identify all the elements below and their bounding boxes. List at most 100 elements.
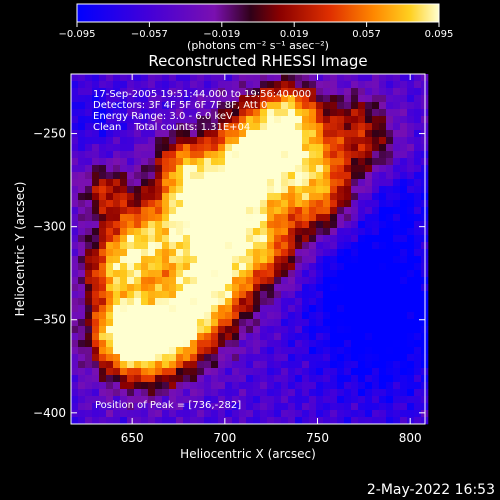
heatmap-cell: [155, 228, 163, 236]
heatmap-cell: [190, 270, 198, 278]
heatmap-cell: [372, 403, 380, 411]
heatmap-cell: [92, 340, 100, 348]
heatmap-cell: [330, 368, 338, 376]
heatmap-cell: [141, 151, 149, 159]
heatmap-cell: [113, 95, 121, 103]
heatmap-cell: [113, 193, 121, 201]
heatmap-cell: [232, 319, 240, 327]
heatmap-cell: [344, 144, 352, 152]
heatmap-cell: [127, 256, 135, 264]
heatmap-cell: [78, 109, 86, 117]
heatmap-cell: [78, 326, 86, 334]
heatmap-cell: [218, 130, 226, 138]
heatmap-cell: [393, 109, 401, 117]
heatmap-cell: [400, 375, 408, 383]
heatmap-cell: [141, 249, 149, 257]
heatmap-cell: [78, 137, 86, 145]
heatmap-cell: [183, 228, 191, 236]
heatmap-cell: [120, 389, 128, 397]
heatmap-cell: [141, 333, 149, 341]
heatmap-cell: [106, 326, 114, 334]
heatmap-cell: [176, 333, 184, 341]
heatmap-cell: [113, 382, 121, 390]
heatmap-cell: [246, 193, 254, 201]
heatmap-cell: [232, 88, 240, 96]
heatmap-cell: [204, 319, 212, 327]
heatmap-cell: [127, 137, 135, 145]
heatmap-cell: [302, 116, 310, 124]
heatmap-cell: [92, 109, 100, 117]
heatmap-cell: [295, 382, 303, 390]
heatmap-cell: [379, 158, 387, 166]
heatmap-cell: [106, 116, 114, 124]
heatmap-cell: [309, 375, 317, 383]
heatmap-cell: [183, 305, 191, 313]
heatmap-cell: [274, 284, 282, 292]
heatmap-cell: [232, 109, 240, 117]
heatmap-cell: [148, 410, 156, 418]
heatmap-cell: [323, 74, 331, 82]
heatmap-cell: [78, 186, 86, 194]
heatmap-cell: [113, 312, 121, 320]
heatmap-cell: [253, 109, 261, 117]
heatmap-cell: [78, 242, 86, 250]
heatmap-cell: [127, 389, 135, 397]
heatmap-cell: [218, 333, 226, 341]
heatmap-cell: [400, 270, 408, 278]
heatmap-cell: [183, 130, 191, 138]
heatmap-cell: [414, 298, 422, 306]
heatmap-cell: [274, 312, 282, 320]
heatmap-cell: [302, 389, 310, 397]
heatmap-cell: [155, 277, 163, 285]
heatmap-cell: [211, 81, 219, 89]
heatmap-cell: [204, 228, 212, 236]
heatmap-cell: [267, 172, 275, 180]
heatmap-cell: [274, 340, 282, 348]
heatmap-cell: [85, 361, 93, 369]
heatmap-cell: [260, 249, 268, 257]
heatmap-cell: [127, 347, 135, 355]
heatmap-cell: [274, 368, 282, 376]
heatmap-cell: [386, 340, 394, 348]
heatmap-cell: [267, 235, 275, 243]
heatmap-cell: [260, 291, 268, 299]
heatmap-cell: [309, 368, 317, 376]
heatmap-cell: [85, 417, 93, 425]
heatmap-cell: [190, 291, 198, 299]
heatmap-cell: [148, 95, 156, 103]
heatmap-cell: [393, 193, 401, 201]
heatmap-cell: [393, 291, 401, 299]
heatmap-cell: [323, 179, 331, 187]
heatmap-cell: [190, 116, 198, 124]
heatmap-cell: [351, 95, 359, 103]
heatmap-cell: [337, 74, 345, 82]
heatmap-cell: [316, 221, 324, 229]
heatmap-cell: [120, 382, 128, 390]
heatmap-cell: [71, 368, 79, 376]
heatmap-cell: [204, 333, 212, 341]
heatmap-cell: [148, 382, 156, 390]
heatmap-cell: [190, 361, 198, 369]
heatmap-cell: [141, 186, 149, 194]
heatmap-cell: [309, 81, 317, 89]
heatmap-cell: [239, 249, 247, 257]
heatmap-cell: [351, 410, 359, 418]
heatmap-cell: [414, 109, 422, 117]
heatmap-cell: [365, 172, 373, 180]
heatmap-cell: [288, 172, 296, 180]
heatmap-cell: [148, 228, 156, 236]
heatmap-cell: [148, 102, 156, 110]
heatmap-cell: [204, 242, 212, 250]
heatmap-cell: [400, 88, 408, 96]
heatmap-cell: [127, 88, 135, 96]
heatmap-cell: [323, 298, 331, 306]
heatmap-cell: [323, 291, 331, 299]
heatmap-cell: [316, 102, 324, 110]
heatmap-cell: [113, 340, 121, 348]
heatmap-cell: [386, 151, 394, 159]
heatmap-cell: [365, 410, 373, 418]
heatmap-cell: [246, 116, 254, 124]
heatmap-cell: [351, 396, 359, 404]
heatmap-cell: [141, 165, 149, 173]
heatmap-cell: [393, 74, 401, 82]
